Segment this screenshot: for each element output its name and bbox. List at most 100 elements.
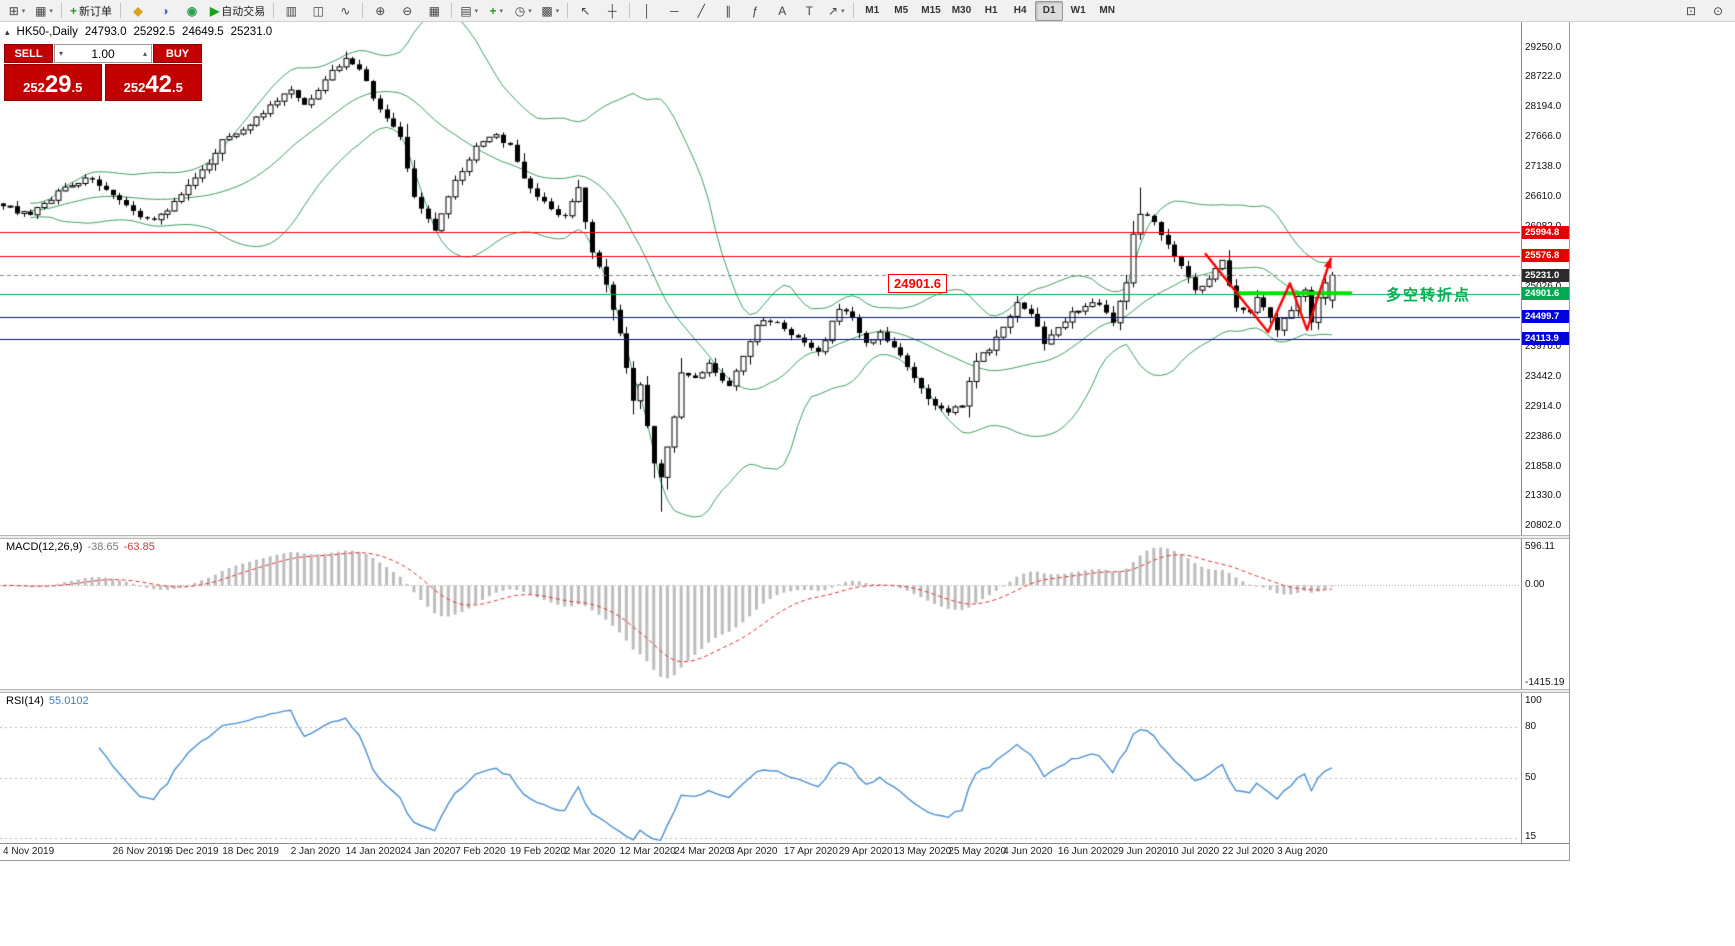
profiles-button[interactable]: ▦ ▾ xyxy=(31,1,57,21)
toolbar-separator xyxy=(273,3,275,18)
one-click-collapse-button[interactable]: ▴ xyxy=(5,26,10,37)
price-tick: 27138.0 xyxy=(1525,161,1562,173)
volume-increment-button[interactable]: ▴ xyxy=(142,49,147,58)
timeframe-m30[interactable]: M30 xyxy=(947,1,976,21)
one-click-trading-panel: SELL ▾ 1.00 ▴ BUY 252 29.5 252 42.5 xyxy=(4,44,202,101)
timeframe-mn[interactable]: MN xyxy=(1093,1,1121,21)
horizontal-line-button[interactable]: ─ xyxy=(661,1,687,21)
close-value: 25231.0 xyxy=(230,26,273,38)
dropdown-caret-icon: ▾ xyxy=(499,7,504,15)
community-button[interactable]: ◑ xyxy=(152,1,178,21)
date-label: 4 Jun 2020 xyxy=(1003,846,1053,857)
add-indicator-button[interactable]: + ▾ xyxy=(483,1,509,21)
date-label: 19 Feb 2020 xyxy=(509,846,567,857)
channel-button[interactable]: ∥ xyxy=(715,1,741,21)
diamond-icon: ◆ xyxy=(133,3,143,18)
macd-canvas[interactable] xyxy=(0,539,1520,689)
rsi-scale[interactable]: 100 80 50 15 xyxy=(1521,693,1569,843)
price-level-annotation[interactable]: 24901.6 xyxy=(888,273,947,293)
templates-button[interactable]: ▩ ▾ xyxy=(537,1,563,21)
bar-chart-button[interactable]: ▥ xyxy=(278,1,304,21)
sell-price-display[interactable]: 252 29.5 xyxy=(4,64,102,101)
timeframe-d1[interactable]: D1 xyxy=(1035,0,1064,21)
crosshair-button[interactable]: ┼ xyxy=(599,1,625,21)
fibonacci-button[interactable]: ƒ xyxy=(742,1,768,21)
arrow-objects-button[interactable]: ↗ ▾ xyxy=(823,1,849,21)
cursor-button[interactable]: ↖ xyxy=(572,1,598,21)
web-button[interactable]: ◉ xyxy=(179,1,205,21)
date-label: 17 Apr 2020 xyxy=(783,846,838,857)
profiles-icon: ▦ xyxy=(35,3,47,18)
low-value: 24649.5 xyxy=(182,26,224,38)
dropdown-caret-icon: ▾ xyxy=(528,7,532,15)
chart-window: ▴ HK50-,Daily 24793.0 25292.5 24649.5 25… xyxy=(0,22,1570,861)
new-order-icon: + xyxy=(70,3,78,18)
timeframe-m1[interactable]: M1 xyxy=(858,1,886,21)
rsi-tick: 100 xyxy=(1525,695,1542,706)
date-label: 26 Nov 2019 xyxy=(112,846,170,857)
buy-button[interactable]: BUY xyxy=(153,44,202,63)
pane-resize-handle[interactable] xyxy=(0,535,1569,539)
zoom-in-button[interactable]: ⊕ xyxy=(367,1,393,21)
periods-button[interactable]: ◷ ▾ xyxy=(510,1,536,21)
time-axis[interactable]: 4 Nov 2019 26 Nov 2019 6 Dec 2019 18 Dec 20… xyxy=(0,843,1569,860)
new-order-button[interactable]: + 新订单 xyxy=(66,1,116,21)
date-label: 10 Jul 2020 xyxy=(1167,846,1220,857)
print-preview-button[interactable]: ⊙ xyxy=(1705,1,1731,21)
price-tick: 28722.0 xyxy=(1525,71,1562,83)
price-scale[interactable]: 29250.0 28722.0 28194.0 27666.0 27138.0 26610… xyxy=(1521,22,1569,535)
text-label-button[interactable]: T xyxy=(796,1,822,21)
turning-point-annotation[interactable]: 多空转折点 xyxy=(1386,286,1472,304)
price-tick: 29250.0 xyxy=(1525,41,1562,53)
zoom-out-button[interactable]: ⊖ xyxy=(394,1,420,21)
sell-price-prefix: 252 xyxy=(23,80,45,96)
main-chart-canvas[interactable] xyxy=(0,22,1520,535)
new-order-button-label: 新订单 xyxy=(79,5,113,18)
buy-price-display[interactable]: 252 42.5 xyxy=(104,64,202,101)
line-chart-button[interactable]: ∿ xyxy=(332,1,358,21)
volume-value[interactable]: 1.00 xyxy=(91,46,115,61)
rsi-pane: RSI(14) 55.0102 100 80 50 15 xyxy=(0,693,1569,843)
market-diamond-button[interactable]: ◆ xyxy=(125,1,151,21)
toolbar-separator xyxy=(451,3,453,18)
timeframe-m15[interactable]: M15 xyxy=(916,1,945,21)
vertical-line-button[interactable]: │ xyxy=(634,1,660,21)
price-level-badge: 24499.7 xyxy=(1522,310,1569,324)
high-value: 25292.5 xyxy=(133,26,176,38)
autotrading-button[interactable]: ▶ 自动交易 xyxy=(206,1,269,21)
timeframe-m5[interactable]: M5 xyxy=(887,1,915,21)
trendline-button[interactable]: ╱ xyxy=(688,1,714,21)
timeframe-h1[interactable]: H1 xyxy=(977,1,1005,21)
tile-windows-icon: ▦ xyxy=(428,3,440,18)
volume-decrement-button[interactable]: ▾ xyxy=(59,49,64,58)
print-preview-icon: ⊙ xyxy=(1712,3,1724,18)
candlestick-button[interactable]: ◫ xyxy=(305,1,331,21)
macd-scale[interactable]: 596.11 0.00 -1415.19 xyxy=(1521,539,1569,689)
rsi-tick: 80 xyxy=(1525,721,1537,733)
pane-resize-handle[interactable] xyxy=(0,689,1569,693)
new-chart-button[interactable]: ⊞ ▾ xyxy=(4,1,30,21)
dropdown-caret-icon: ▾ xyxy=(21,7,26,15)
print-button[interactable]: ⊡ xyxy=(1678,1,1704,21)
date-label: 14 Jan 2020 xyxy=(345,846,401,857)
autotrading-button-label: 自动交易 xyxy=(221,5,266,18)
fibonacci-icon: ƒ xyxy=(751,3,759,18)
timeframe-h4[interactable]: H4 xyxy=(1006,1,1034,21)
open-value: 24793.0 xyxy=(84,26,127,38)
zoom-out-icon: ⊖ xyxy=(402,3,413,18)
templates-icon: ▩ xyxy=(541,3,553,18)
indicators-button[interactable]: ▤ ▾ xyxy=(456,1,482,21)
timeframe-w1[interactable]: W1 xyxy=(1064,1,1092,21)
toolbar-separator xyxy=(629,3,631,18)
crosshair-icon: ┼ xyxy=(607,3,617,18)
cursor-icon: ↖ xyxy=(580,3,591,18)
rsi-canvas[interactable] xyxy=(0,693,1520,843)
volume-stepper[interactable]: ▾ 1.00 ▴ xyxy=(54,44,152,63)
timeframe-mn-label: MN xyxy=(1099,5,1115,16)
sell-button[interactable]: SELL xyxy=(4,44,53,63)
indicators-icon: ▤ xyxy=(460,3,472,18)
timeframe-m5-label: M5 xyxy=(894,5,909,16)
tile-windows-button[interactable]: ▦ xyxy=(421,1,447,21)
text-button[interactable]: A xyxy=(769,1,795,21)
